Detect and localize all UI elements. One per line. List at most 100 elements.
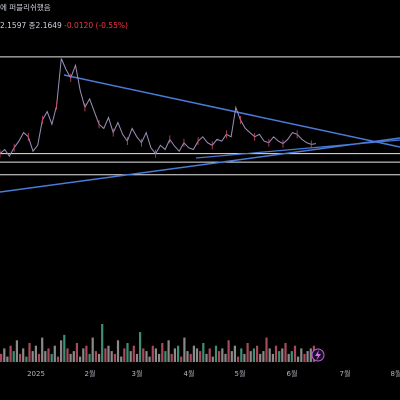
volume-bar [135, 353, 139, 362]
volume-bar [256, 345, 259, 362]
volume-bar [183, 337, 186, 362]
volume-bar [56, 356, 60, 362]
volume-bar [259, 353, 262, 362]
price-change: -0.0120 (-0.55%) [64, 21, 128, 30]
lower-trendline[interactable] [0, 137, 400, 193]
volume-bar [110, 351, 113, 362]
volume-bar [309, 348, 312, 362]
volume-bar [60, 340, 63, 362]
volume-bar [170, 353, 173, 362]
volume-bar [271, 353, 274, 362]
x-tick-label: 5월 [235, 369, 246, 378]
volume-bar [9, 345, 12, 362]
volume-bar [34, 345, 37, 362]
volume-bar [218, 351, 221, 362]
volume-bar [278, 351, 281, 362]
volume-bar [154, 348, 157, 362]
volume-bar [22, 348, 25, 362]
x-tick-label: 8월 [391, 369, 400, 378]
volume-bar [227, 340, 230, 362]
volume-bar [224, 353, 227, 362]
volume-bar [132, 345, 135, 362]
x-tick-label: 4월 [184, 369, 195, 378]
volume-bar [252, 348, 255, 362]
volume-bar [243, 353, 246, 362]
publish-note: 에 퍼블리쉬했음 [0, 3, 51, 12]
volume-bar [37, 353, 41, 362]
volume-bar [177, 345, 180, 362]
volume-bar [44, 351, 47, 362]
volume-bar [3, 348, 6, 362]
upper-trendline[interactable] [63, 74, 400, 148]
volume-bar [126, 343, 129, 362]
volume-bar [246, 343, 249, 362]
volume-bar [129, 351, 132, 362]
lightning-icon[interactable] [311, 348, 325, 362]
x-tick-label: 3월 [132, 369, 143, 378]
volume-bar [293, 345, 297, 362]
volume-bar [88, 353, 91, 362]
volume-bar [208, 348, 211, 362]
volume-bar [0, 353, 3, 362]
x-tick-label: 2025 [27, 370, 45, 378]
volume-bar [19, 353, 22, 362]
ohlc-readout: 2.1597 종2.1649 -0.0120 (-0.55%) [0, 20, 128, 31]
volume-bar [139, 332, 142, 362]
volume-bar [94, 351, 97, 362]
volume-bar [15, 340, 18, 362]
volume-bar [237, 356, 240, 362]
volume-bar [180, 356, 183, 362]
volume-bar [12, 351, 15, 362]
volume-bar [300, 348, 303, 362]
volume-bar [214, 345, 218, 362]
volume-bar [28, 343, 31, 362]
price-series [0, 58, 317, 158]
volume-bar [151, 345, 154, 362]
volume-bar [205, 353, 208, 362]
volume-bar [113, 353, 116, 362]
volume-bar [274, 345, 278, 362]
volume-bar [189, 353, 192, 362]
volume-bar [25, 356, 28, 362]
volume-bar [79, 356, 82, 362]
volume-bar [158, 353, 161, 362]
volume-bar [104, 348, 107, 362]
volume-bar [268, 348, 271, 362]
volume-bar [101, 324, 104, 362]
volume-bar [287, 353, 290, 362]
volume-bar [211, 356, 214, 362]
volume-bar [221, 348, 224, 362]
volume-bar [290, 351, 293, 362]
volume-bar [107, 345, 110, 362]
volume-bar [31, 351, 34, 362]
x-tick-label: 7월 [340, 369, 351, 378]
volume-bar [145, 351, 148, 362]
volume-bar [98, 353, 101, 362]
volume-bar [82, 348, 85, 362]
volume-bar [161, 343, 164, 362]
volume-bar [148, 356, 151, 362]
volume-bar [167, 340, 170, 362]
volume-bar [123, 348, 126, 362]
horizontal-levels [0, 56, 400, 176]
volume-bar [116, 340, 120, 362]
price-line[interactable] [0, 58, 317, 158]
volume-bar [199, 351, 202, 362]
volume-bar [297, 356, 300, 362]
x-axis: 2025 2월 3월 4월 5월 6월 7월 8월 [27, 369, 400, 378]
volume-bar [306, 351, 309, 362]
x-tick-label: 6월 [287, 369, 298, 378]
volume-bar [173, 348, 176, 362]
close-label: 종 [28, 21, 36, 30]
volume-bar [281, 348, 284, 362]
chart-header: 에 퍼블리쉬했음 2.1597 종2.1649 -0.0120 (-0.55%) [0, 0, 400, 40]
volume-bar [66, 348, 69, 362]
support-trendline[interactable] [195, 139, 400, 159]
volume-bar [265, 337, 268, 362]
volume-bar [47, 348, 50, 362]
volume-bar [202, 343, 205, 362]
ohlc-prefix-value: 2.1597 [0, 21, 27, 30]
volume-bar [41, 337, 44, 362]
close-value: 2.1649 [35, 21, 62, 30]
